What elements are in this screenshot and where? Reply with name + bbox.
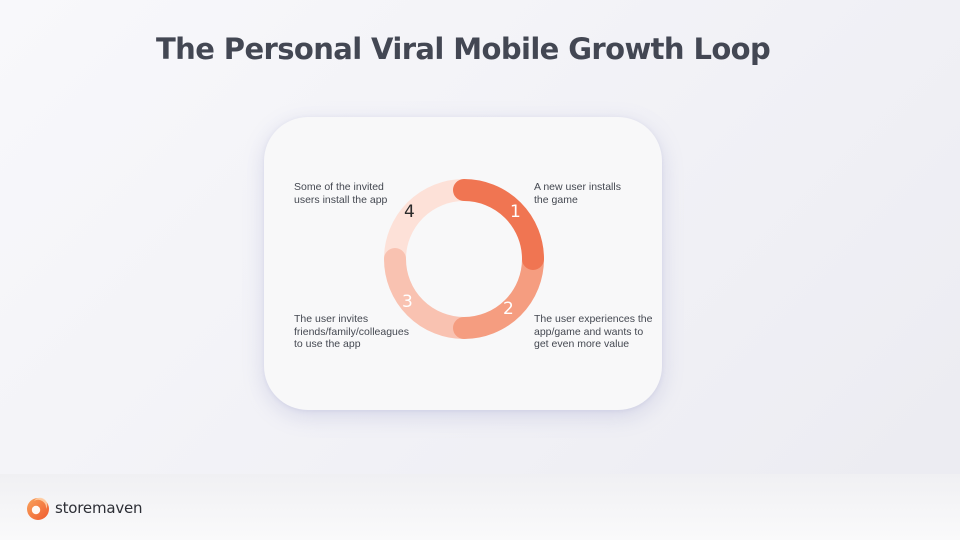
step-2-number: 2: [503, 299, 514, 319]
step-1-label: A new user installs the game: [534, 181, 621, 206]
step-2-label: The user experiences the app/game and wa…: [534, 313, 653, 351]
loop-segment-3: [384, 248, 475, 339]
footer-bar: [0, 474, 960, 540]
loop-segment-4: [384, 179, 475, 270]
slide-title: The Personal Viral Mobile Growth Loop: [156, 32, 771, 66]
storemaven-logo-text: storemaven: [55, 499, 143, 517]
loop-segment-1: [453, 179, 544, 270]
step-4-label: Some of the invited users install the ap…: [294, 181, 388, 206]
loop-segment-2: [453, 248, 544, 339]
step-4-number: 4: [404, 202, 415, 222]
step-3-label: The user invites friends/family/colleagu…: [294, 313, 409, 351]
storemaven-logo-icon: [27, 497, 49, 520]
loop-card: [264, 117, 662, 410]
step-1-number: 1: [510, 202, 521, 222]
step-3-number: 3: [402, 292, 413, 312]
